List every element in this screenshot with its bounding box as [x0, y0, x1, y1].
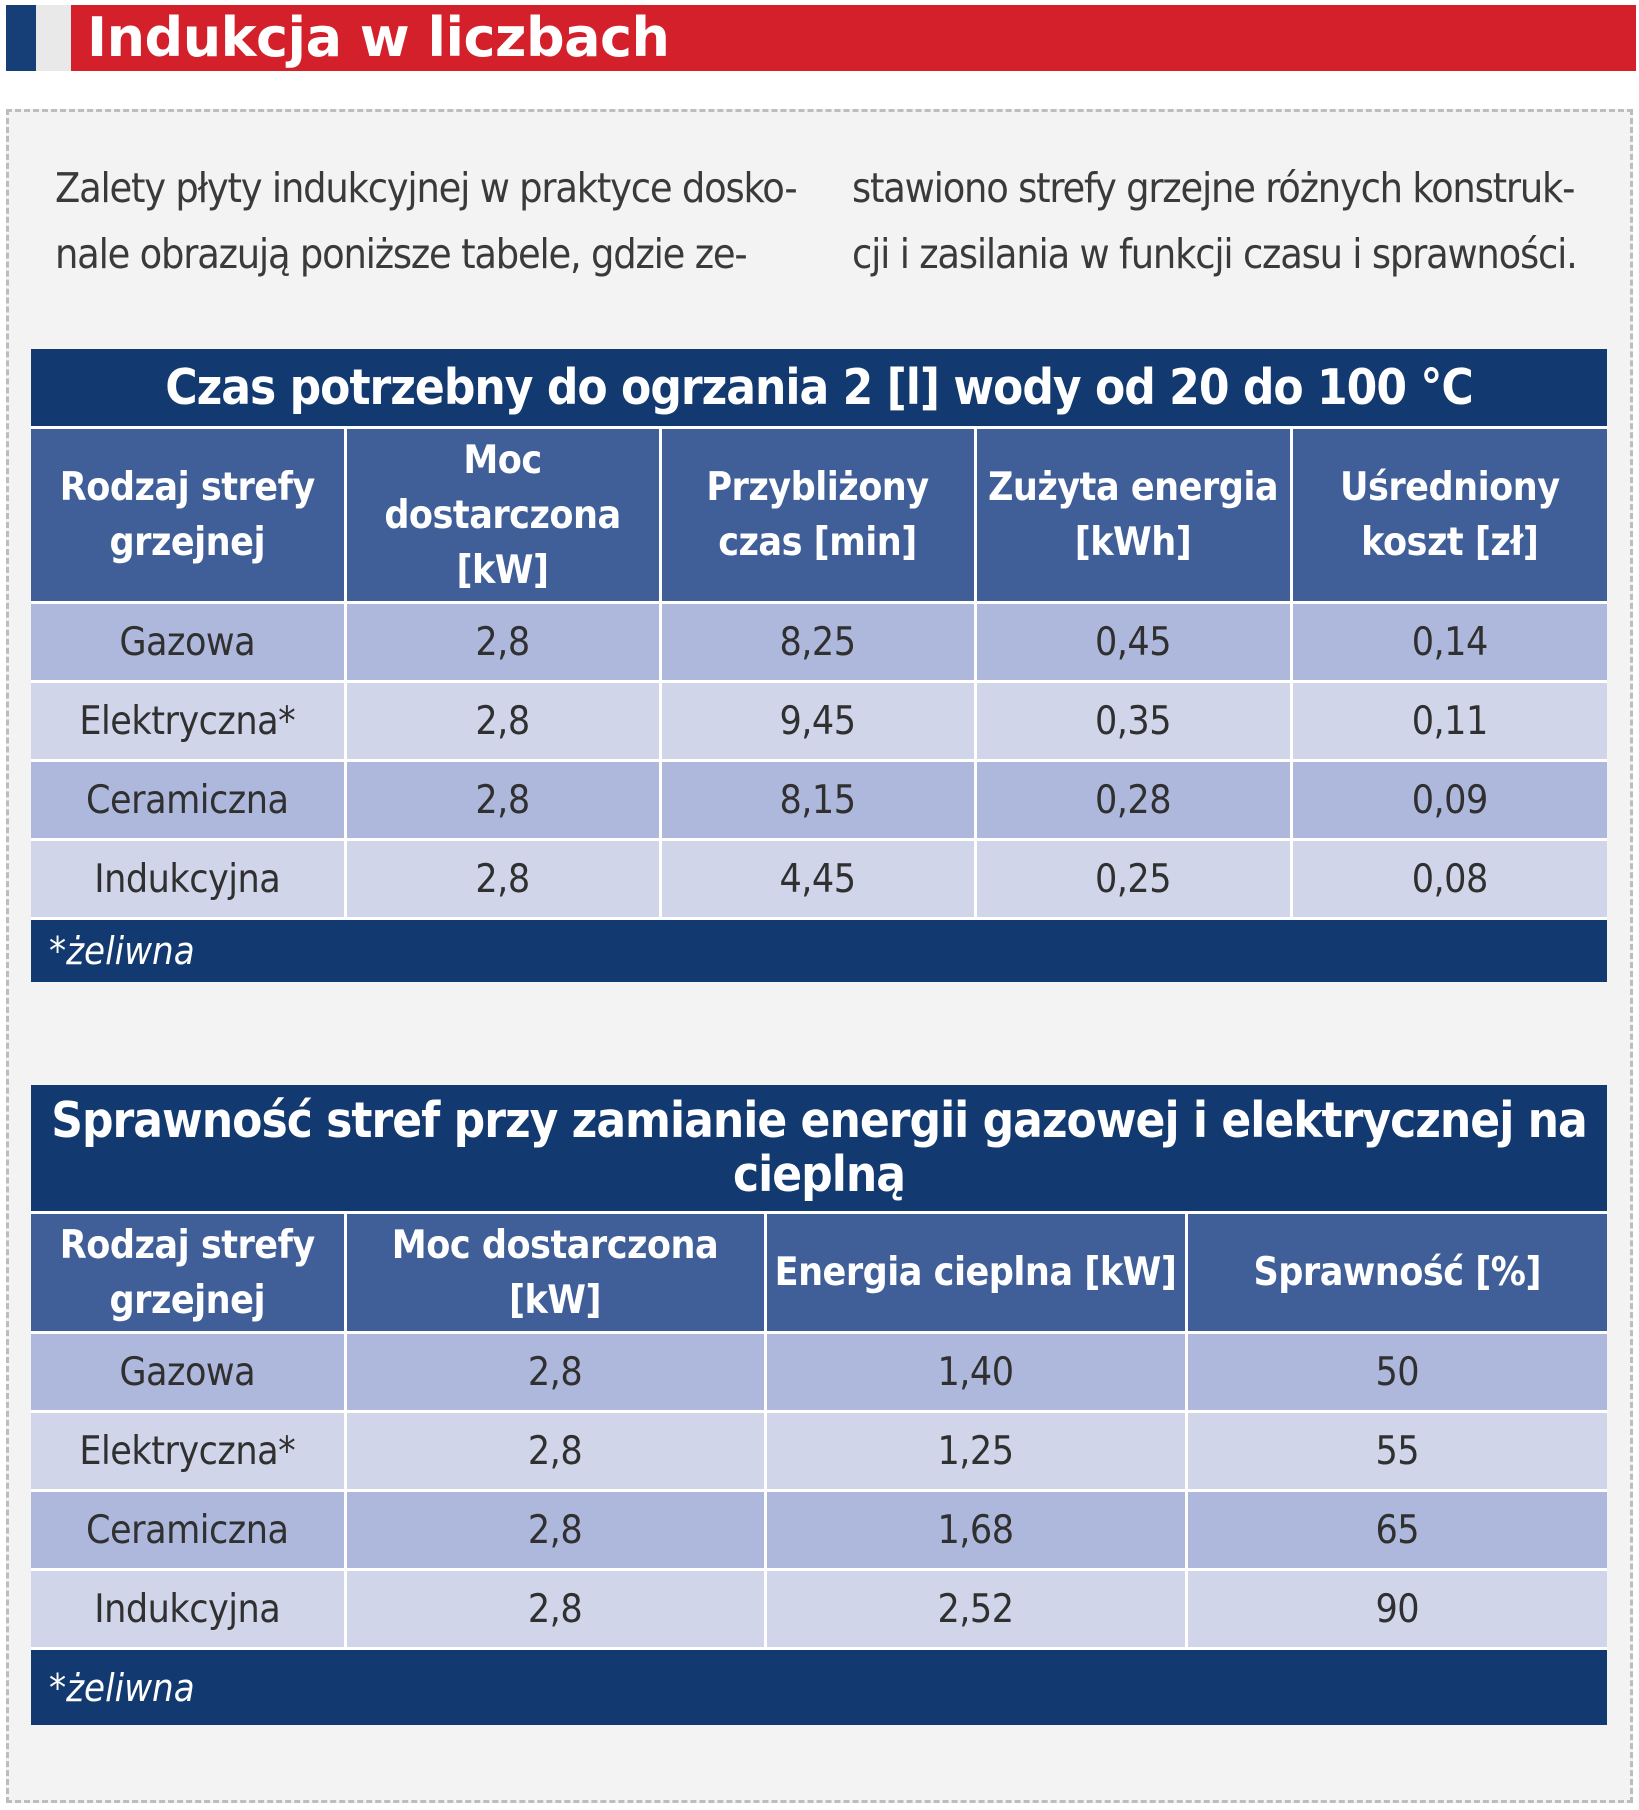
table-cell: 2,8	[343, 1410, 765, 1491]
efficiency-table: Sprawność stref przy zamianie energii ga…	[31, 1085, 1608, 1725]
intro-column-right: stawiono strefy grzejne różnych konstruk…	[852, 155, 1592, 287]
column-header: Przybliżony czas [min]	[658, 426, 975, 603]
intro-line: Zalety płyty indukcyjnej w praktyce dosk…	[55, 164, 798, 212]
table-cell: 2,8	[343, 601, 660, 682]
header-bar: Indukcja w liczbach	[71, 5, 1636, 71]
page-title: Indukcja w liczbach	[87, 6, 670, 69]
table-footnote: *żeliwna	[31, 1647, 1608, 1725]
table-cell: 9,45	[658, 680, 975, 761]
column-header: Rodzaj strefy grzejnej	[31, 426, 345, 603]
table-cell: Elektryczna*	[31, 1410, 345, 1491]
table-row: Gazowa 2,8 1,40 50	[31, 1331, 1608, 1412]
table-cell: 1,40	[763, 1331, 1186, 1412]
table-cell: 2,8	[343, 838, 660, 919]
table-row: Gazowa 2,8 8,25 0,45 0,14	[31, 601, 1608, 682]
table-cell: 0,45	[973, 601, 1291, 682]
table-row: Ceramiczna 2,8 1,68 65	[31, 1489, 1608, 1570]
intro-line: stawiono strefy grzejne różnych konstruk…	[852, 164, 1575, 212]
header-blue-block	[6, 5, 36, 71]
table-row: Indukcyjna 2,8 4,45 0,25 0,08	[31, 838, 1608, 919]
table-cell: 8,25	[658, 601, 975, 682]
table-cell: Ceramiczna	[31, 759, 345, 840]
column-header: Rodzaj strefy grzejnej	[31, 1211, 345, 1333]
column-header: Energia cieplna [kW]	[763, 1211, 1186, 1333]
table-cell: Indukcyjna	[31, 838, 345, 919]
table-title: Sprawność stref przy zamianie energii ga…	[31, 1085, 1608, 1213]
table-cell: 0,28	[973, 759, 1291, 840]
column-header: Zużyta energia [kWh]	[973, 426, 1291, 603]
table-cell: 8,15	[658, 759, 975, 840]
column-header: Moc dostarczona [kW]	[343, 426, 660, 603]
table-row: Indukcyjna 2,8 2,52 90	[31, 1568, 1608, 1649]
intro-column-left: Zalety płyty indukcyjnej w praktyce dosk…	[55, 155, 798, 287]
table-cell: 0,09	[1289, 759, 1608, 840]
table-cell: Indukcyjna	[31, 1568, 345, 1649]
table-cell: 55	[1184, 1410, 1608, 1491]
table-cell: Ceramiczna	[31, 1489, 345, 1570]
intro-line: nale obrazują poniższe tabele, gdzie ze-	[55, 230, 748, 278]
table-cell: 0,25	[973, 838, 1291, 919]
table-cell: 0,08	[1289, 838, 1608, 919]
heating-time-table: Czas potrzebny do ogrzania 2 [l] wody od…	[31, 349, 1608, 982]
table-cell: 1,68	[763, 1489, 1186, 1570]
table-cell: 2,8	[343, 680, 660, 761]
table-row: Elektryczna* 2,8 9,45 0,35 0,11	[31, 680, 1608, 761]
header-gap-block	[36, 5, 71, 71]
table-row: Ceramiczna 2,8 8,15 0,28 0,09	[31, 759, 1608, 840]
table-cell: 65	[1184, 1489, 1608, 1570]
table-footnote: *żeliwna	[31, 917, 1608, 982]
table-cell: Gazowa	[31, 1331, 345, 1412]
table-title: Czas potrzebny do ogrzania 2 [l] wody od…	[31, 349, 1608, 428]
table-cell: 0,14	[1289, 601, 1608, 682]
table-cell: 2,8	[343, 1568, 765, 1649]
table-cell: Elektryczna*	[31, 680, 345, 761]
table-cell: 4,45	[658, 838, 975, 919]
table-cell: 0,11	[1289, 680, 1608, 761]
table-cell: 2,8	[343, 1331, 765, 1412]
table-cell: 2,8	[343, 759, 660, 840]
table-cell: Gazowa	[31, 601, 345, 682]
table-cell: 2,52	[763, 1568, 1186, 1649]
table-cell: 1,25	[763, 1410, 1186, 1491]
table-cell: 0,35	[973, 680, 1291, 761]
table-cell: 2,8	[343, 1489, 765, 1570]
intro-line: cji i zasilania w funkcji czasu i sprawn…	[852, 230, 1578, 278]
column-header: Uśredniony koszt [zł]	[1289, 426, 1608, 603]
column-header: Sprawność [%]	[1184, 1211, 1608, 1333]
column-header: Moc dostarczona [kW]	[343, 1211, 765, 1333]
table-cell: 90	[1184, 1568, 1608, 1649]
table-cell: 50	[1184, 1331, 1608, 1412]
table-row: Elektryczna* 2,8 1,25 55	[31, 1410, 1608, 1491]
